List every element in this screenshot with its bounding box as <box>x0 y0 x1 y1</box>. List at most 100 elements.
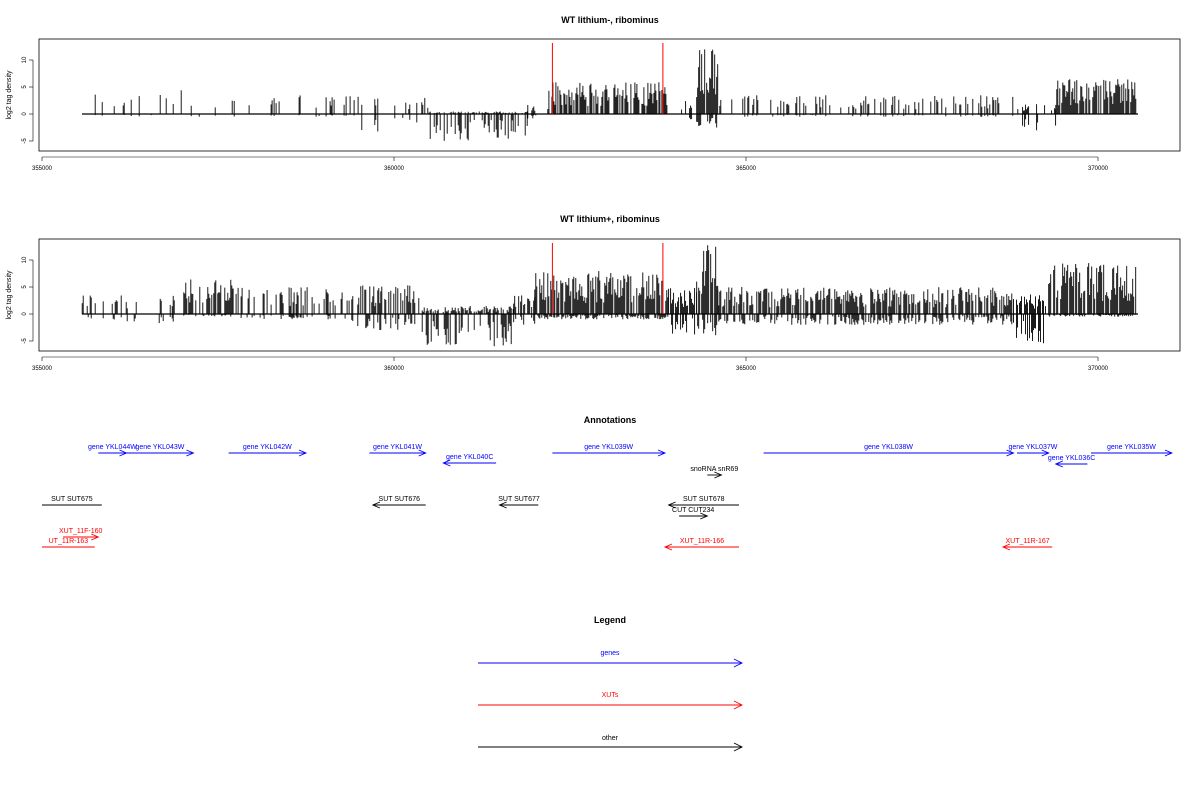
legend-label: other <box>602 735 619 742</box>
annotation-feature: snoRNA snR69 <box>690 466 738 479</box>
annotation-label: SUT SUT678 <box>683 496 725 503</box>
panel-1-xtick: 355000 <box>32 166 53 172</box>
annotation-feature: SUT SUT677 <box>498 496 540 509</box>
panel-1-ytick: 5 <box>22 85 28 89</box>
panel-2-ylabel: log2 tag density <box>6 270 13 320</box>
annotation-label: UT_11R-163 <box>49 538 89 545</box>
panel-1-xtick: 365000 <box>736 166 757 172</box>
panel-1-xtick: 360000 <box>384 166 405 172</box>
panel-2-xtick: 370000 <box>1088 366 1109 372</box>
panel-2-ytick: -5 <box>22 338 28 344</box>
legend-item-xuts: XUTs <box>478 692 744 710</box>
annotation-label: gene YKL041W <box>373 444 422 451</box>
annotation-arrowhead <box>667 501 676 509</box>
annotation-feature: SUT SUT676 <box>371 496 426 509</box>
legend-title: Legend <box>594 615 626 625</box>
annotation-feature: UT_11R-163 <box>42 538 95 548</box>
legend-arrowhead <box>733 742 744 752</box>
panel-2-signal-bars <box>81 245 1137 347</box>
legend: Legend genes XUTs other <box>478 615 744 752</box>
annotation-label: gene YKL044W <box>88 444 137 451</box>
annotation-arrowhead <box>298 449 308 457</box>
panel-1-plot-frame <box>38 38 1181 152</box>
annotation-feature: gene YKL037W <box>1008 444 1058 457</box>
annotation-feature: gene YKL038W <box>763 444 1015 457</box>
panel-1-ytick: 0 <box>22 112 28 116</box>
annotation-feature: gene YKL039W <box>552 444 667 457</box>
annotation-feature: gene YKL043W <box>126 444 195 457</box>
panel-2-plot-frame <box>38 238 1181 352</box>
annotation-arrowhead <box>1006 449 1015 457</box>
annotation-label: gene YKL040C <box>446 454 493 461</box>
annotation-label: SUT SUT677 <box>498 496 540 503</box>
legend-label: genes <box>600 650 620 657</box>
annotation-arrowhead <box>442 459 451 467</box>
annotation-feature: XUT_11R-167 <box>1001 538 1053 551</box>
annotation-label: gene YKL038W <box>864 444 913 451</box>
annotation-feature: XUT_11R-166 <box>663 538 739 551</box>
annotation-arrowhead <box>1001 543 1011 551</box>
annotation-feature: gene YKL042W <box>228 444 308 457</box>
annotation-feature: gene YKL036C <box>1048 455 1095 468</box>
panel-1-yaxis: -5 0 5 10 <box>22 56 34 144</box>
panel-2-xtick: 360000 <box>384 366 405 372</box>
annotation-arrowhead <box>657 449 667 457</box>
annotation-arrowhead <box>1164 449 1174 457</box>
annotation-label: gene YKL039W <box>584 444 633 451</box>
panel-2-markers <box>551 243 664 314</box>
annotation-arrowhead <box>418 449 427 457</box>
panel-2-xaxis: 355000 360000 365000 370000 <box>32 356 1109 372</box>
annotation-label: snoRNA snR69 <box>690 466 738 473</box>
annotation-label: XUT_11R-166 <box>680 538 724 545</box>
panel-1-ytick: -5 <box>22 138 28 144</box>
panel-1-xaxis: 355000 360000 365000 370000 <box>32 156 1109 172</box>
annotation-label: SUT SUT676 <box>379 496 421 503</box>
xut-annotations: XUT_11F-160 UT_11R-163 XUT_11R-166 XUT_11R-… <box>42 528 1053 551</box>
annotation-label: XUT_11R-167 <box>1005 538 1049 545</box>
panel-2-ytick: 5 <box>22 285 28 289</box>
panel-1-ytick: 10 <box>22 56 28 63</box>
annotation-label: gene YKL037W <box>1008 444 1057 451</box>
panel-2-ytick: 10 <box>22 256 28 263</box>
annotation-label: gene YKL042W <box>243 444 292 451</box>
annotation-arrowhead <box>498 501 507 509</box>
annotation-arrowhead <box>1054 460 1063 468</box>
legend-arrowhead <box>733 700 744 710</box>
panel-1-title: WT lithium-, ribominus <box>561 15 659 25</box>
panel-1-ylabel: log2 tag density <box>6 70 13 120</box>
annotation-label: XUT_11F-160 <box>59 528 103 535</box>
panel-1-markers <box>551 43 664 114</box>
panel-2-title: WT lithium+, ribominus <box>560 214 660 224</box>
annotation-label: gene YKL043W <box>135 444 184 451</box>
panel-2-ytick: 0 <box>22 312 28 316</box>
annotation-arrowhead <box>700 512 709 520</box>
annotation-feature: SUT SUT678 <box>667 496 739 509</box>
panel-1: WT lithium-, ribominus log2 tag density … <box>6 15 1181 172</box>
panel-2: WT lithium+, ribominus log2 tag density … <box>6 214 1181 372</box>
annotations-title: Annotations <box>584 415 637 425</box>
annotation-label: gene YKL035W <box>1107 444 1156 451</box>
annotation-arrowhead <box>714 471 723 479</box>
legend-label: XUTs <box>602 692 619 699</box>
annotation-arrowhead <box>371 501 381 509</box>
annotation-feature: gene YKL044W <box>88 444 137 457</box>
other-annotations: snoRNA snR69 SUT SUT675 SUT SUT676 SUT SUT6… <box>42 466 739 520</box>
annotation-feature: SUT SUT675 <box>42 496 102 506</box>
annotation-arrowhead <box>91 533 100 541</box>
annotation-arrowhead <box>186 449 195 457</box>
legend-item-other: other <box>478 735 744 752</box>
annotation-arrowhead <box>1041 449 1050 457</box>
annotation-label: CUT CUT234 <box>672 507 714 514</box>
annotation-feature: XUT_11F-160 <box>59 528 103 541</box>
panel-2-yaxis: -5 0 5 10 <box>22 256 34 344</box>
panel-1-xtick: 370000 <box>1088 166 1109 172</box>
annotation-arrowhead <box>663 543 673 551</box>
panel-1-signal-bars <box>94 49 1137 141</box>
panel-2-xtick: 355000 <box>32 366 53 372</box>
panel-2-xtick: 365000 <box>736 366 757 372</box>
legend-item-genes: genes <box>478 650 744 668</box>
annotation-feature: gene YKL040C <box>442 454 497 467</box>
